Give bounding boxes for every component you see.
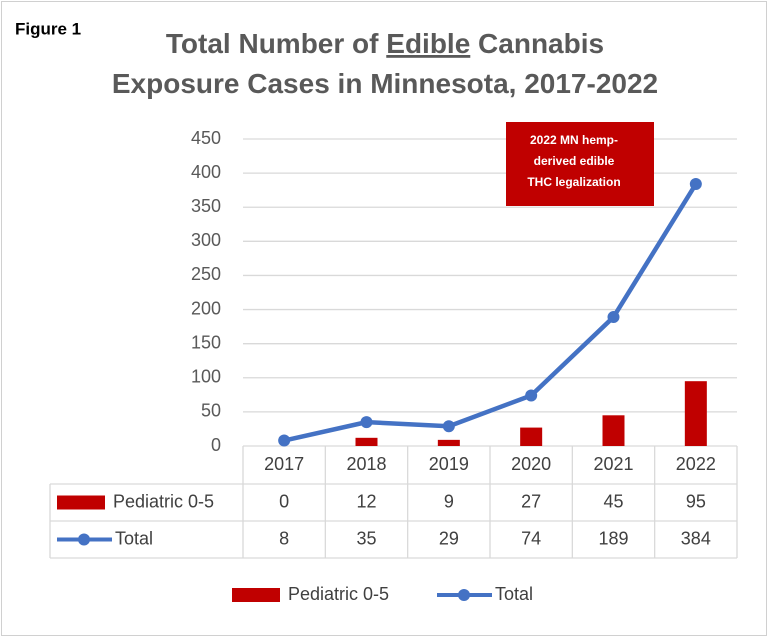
- table-cell: 9: [444, 491, 454, 511]
- bar: [520, 427, 543, 446]
- line: [283, 182, 698, 443]
- title-segment: Edible: [386, 28, 470, 59]
- bar: [684, 381, 707, 446]
- table-legend-label: Total: [115, 528, 153, 548]
- table-cell: 45: [603, 491, 623, 511]
- table-cell: 35: [356, 528, 376, 548]
- title-segment: Total Number of: [166, 28, 386, 59]
- annotation-text: 2022 MN hemp-: [530, 133, 618, 147]
- x-tick-label: 2018: [346, 454, 386, 474]
- x-tick-label: 2019: [429, 454, 469, 474]
- y-tick-label: 300: [191, 230, 221, 250]
- annotation-text: derived edible: [534, 154, 615, 168]
- table-cell: 8: [279, 528, 289, 548]
- legend-swatch: [232, 588, 280, 602]
- table-cell: 95: [686, 491, 706, 511]
- table-legend-swatch: [57, 495, 105, 510]
- bar: [437, 439, 460, 446]
- y-tick-label: 150: [191, 332, 221, 352]
- title-line: Exposure Cases in Minnesota, 2017-2022: [112, 68, 658, 99]
- line-marker: [442, 420, 455, 433]
- figure-label: Figure 1: [15, 19, 81, 38]
- y-tick-label: 250: [191, 264, 221, 284]
- table-cell: 384: [681, 528, 711, 548]
- legend-label: Total: [495, 584, 533, 604]
- line-marker: [278, 434, 291, 447]
- legend-swatch-marker: [458, 589, 470, 601]
- y-tick-label: 200: [191, 298, 221, 318]
- annotation-box: [506, 122, 654, 206]
- table-legend-label: Pediatric 0-5: [113, 491, 214, 511]
- y-tick-label: 50: [201, 401, 221, 421]
- line-marker: [360, 416, 373, 429]
- y-tick-label: 450: [191, 128, 221, 148]
- x-tick-label: 2017: [264, 454, 304, 474]
- table-cell: 74: [521, 528, 541, 548]
- line-marker: [525, 389, 538, 402]
- table-cell: 29: [439, 528, 459, 548]
- y-tick-label: 350: [191, 196, 221, 216]
- line-marker: [689, 178, 702, 191]
- table-cell: 189: [598, 528, 628, 548]
- table-legend-swatch-marker: [78, 533, 90, 546]
- y-tick-label: 400: [191, 162, 221, 182]
- chart-title: Total Number of Edible Cannabis Exposure …: [112, 28, 658, 99]
- x-tick-label: 2020: [511, 454, 551, 474]
- bar: [355, 437, 378, 446]
- bar: [602, 415, 625, 446]
- x-tick-label: 2022: [676, 454, 716, 474]
- table-cell: 27: [521, 491, 541, 511]
- line-marker: [607, 311, 620, 324]
- y-tick-label: 0: [211, 435, 221, 455]
- y-tick-label: 100: [191, 367, 221, 387]
- title-segment: Cannabis: [470, 28, 604, 59]
- table-cell: 12: [356, 491, 376, 511]
- title-segment: Exposure Cases in Minnesota, 2017-2022: [112, 68, 658, 99]
- legend-label: Pediatric 0-5: [288, 584, 389, 604]
- title-line: Total Number of Edible Cannabis: [166, 28, 604, 59]
- annotation-text: THC legalization: [527, 175, 620, 189]
- x-tick-label: 2021: [593, 454, 633, 474]
- table-cell: 0: [279, 491, 289, 511]
